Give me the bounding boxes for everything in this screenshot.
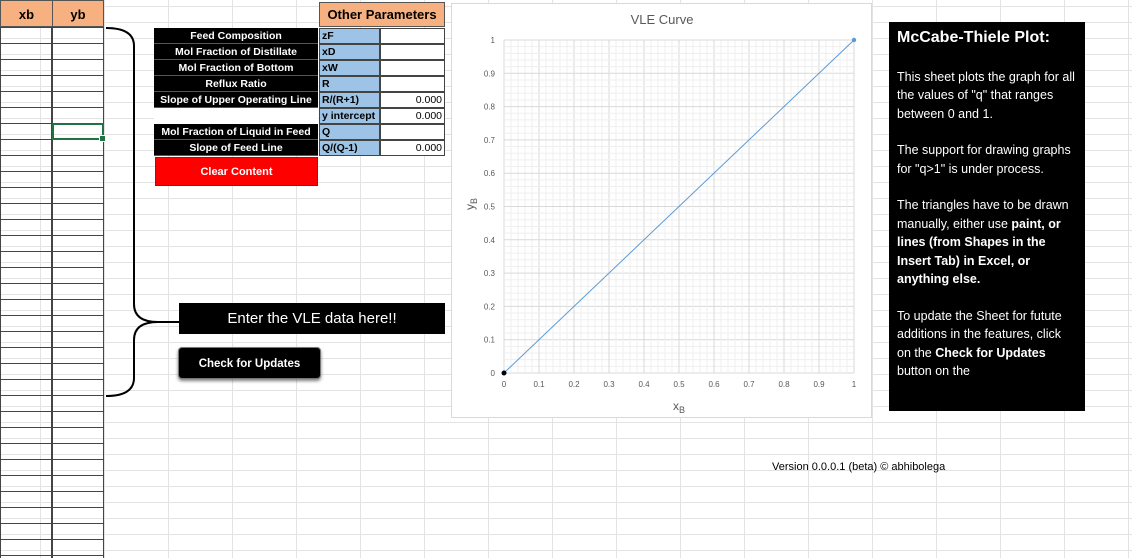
origin-point[interactable]	[501, 370, 507, 376]
param-value-input[interactable]	[380, 60, 445, 76]
y-tick-label: 0.5	[484, 203, 496, 212]
y-tick-label: 0.7	[484, 136, 496, 145]
xb-data-column[interactable]	[0, 27, 52, 558]
vle-chart[interactable]: VLE Curve 0 0.1 0.2 0.3 0.4 0.5 0.6 0.7 0.8 0.9 1 0…	[451, 3, 872, 418]
y-tick-label: 1	[491, 36, 496, 45]
info-panel: McCabe-Thiele Plot: This sheet plots the…	[889, 22, 1085, 411]
param-label: Slope of Feed Line	[154, 140, 318, 156]
x-tick-label: 0.5	[673, 380, 685, 389]
param-label: Reflux Ratio	[154, 76, 318, 92]
x-tick-label: 1	[852, 380, 857, 389]
column-header-xb[interactable]: xb	[0, 0, 53, 27]
y-tick-label: 0.4	[484, 236, 496, 245]
y-axis-label: yB	[463, 198, 479, 210]
yb-data-column[interactable]	[52, 27, 104, 558]
param-label: Slope of Upper Operating Line	[154, 92, 318, 108]
y-tick-label: 0.9	[484, 69, 496, 78]
selected-cell[interactable]	[52, 123, 106, 142]
param-value-input[interactable]: 0.000	[380, 108, 445, 124]
param-label: Mol Fraction of Bottom	[154, 60, 318, 76]
enter-vle-banner: Enter the VLE data here!!	[179, 303, 445, 334]
info-paragraph-1: This sheet plots the graph for all the v…	[897, 69, 1075, 121]
param-symbol: R/(R+1)	[319, 92, 380, 108]
vle-chart-svg: VLE Curve 0 0.1 0.2 0.3 0.4 0.5 0.6 0.7 0.8 0.9 1 0…	[463, 12, 857, 415]
y-tick-label: 0.6	[484, 169, 496, 178]
column-header-yb[interactable]: yb	[52, 0, 104, 27]
info-paragraph-4: To update the Sheet for futute additions…	[897, 307, 1077, 381]
check-for-updates-button[interactable]: Check for Updates	[178, 347, 321, 379]
param-label	[154, 108, 318, 124]
param-symbol: zF	[319, 28, 380, 44]
x-tick-label: 0.9	[813, 380, 825, 389]
info-p4-bold: Check for Updates	[935, 345, 1046, 360]
param-symbol: R	[319, 76, 380, 92]
param-symbol: Q	[319, 124, 380, 140]
x-tick-label: 0.6	[708, 380, 720, 389]
x-tick-label: 0.4	[638, 380, 650, 389]
version-label: Version 0.0.0.1 (beta) © abhibolega	[772, 461, 946, 473]
fill-handle[interactable]	[99, 135, 106, 142]
x-tick-label: 0.1	[533, 380, 545, 389]
info-p4-text: To update the Sheet for futute additions…	[897, 308, 1062, 360]
param-symbol: y intercept	[319, 108, 380, 124]
vle-data-point[interactable]	[851, 37, 857, 43]
x-tick-label: 0	[502, 380, 507, 389]
x-tick-label: 0.3	[603, 380, 615, 389]
x-axis-label: xB	[673, 399, 685, 415]
y-tick-label: 0.3	[484, 269, 496, 278]
param-value-input[interactable]	[380, 76, 445, 92]
param-symbol: Q/(Q-1)	[319, 140, 380, 156]
info-title: McCabe-Thiele Plot:	[897, 29, 1050, 46]
x-tick-label: 0.8	[778, 380, 790, 389]
info-p3-bold: paint, or lines (from Shapes in the Inse…	[897, 216, 1061, 287]
info-paragraph-2: The support for drawing graphs for "q>1"…	[897, 143, 1071, 176]
x-tick-label: 0.7	[743, 380, 755, 389]
param-label: Mol Fraction of Liquid in Feed	[154, 124, 318, 140]
param-value-input[interactable]	[380, 44, 445, 60]
info-p3-text: The triangles have to be drawn manually,…	[897, 198, 1069, 231]
param-value-input[interactable]: 0.000	[380, 140, 445, 156]
info-p4-tail: button on the	[897, 364, 970, 378]
vle-series-line[interactable]	[503, 39, 855, 374]
param-symbol: xW	[319, 60, 380, 76]
info-paragraph-3: The triangles have to be drawn manually,…	[897, 196, 1077, 289]
curly-bracket	[105, 27, 179, 397]
y-tick-label: 0.8	[484, 103, 496, 112]
clear-content-button[interactable]: Clear Content	[155, 157, 318, 186]
y-tick-label: 0.1	[484, 336, 496, 345]
y-tick-label: 0.2	[484, 302, 496, 311]
x-tick-label: 0.2	[568, 380, 580, 389]
param-value-input[interactable]	[380, 28, 445, 44]
param-value-input[interactable]: 0.000	[380, 92, 445, 108]
param-symbol: xD	[319, 44, 380, 60]
other-parameters-header: Other Parameters	[319, 2, 445, 27]
chart-title: VLE Curve	[631, 12, 694, 27]
y-tick-label: 0	[491, 369, 496, 378]
param-label: Feed Composition	[154, 28, 318, 44]
param-label: Mol Fraction of Distillate	[154, 44, 318, 60]
param-value-input[interactable]	[380, 124, 445, 140]
